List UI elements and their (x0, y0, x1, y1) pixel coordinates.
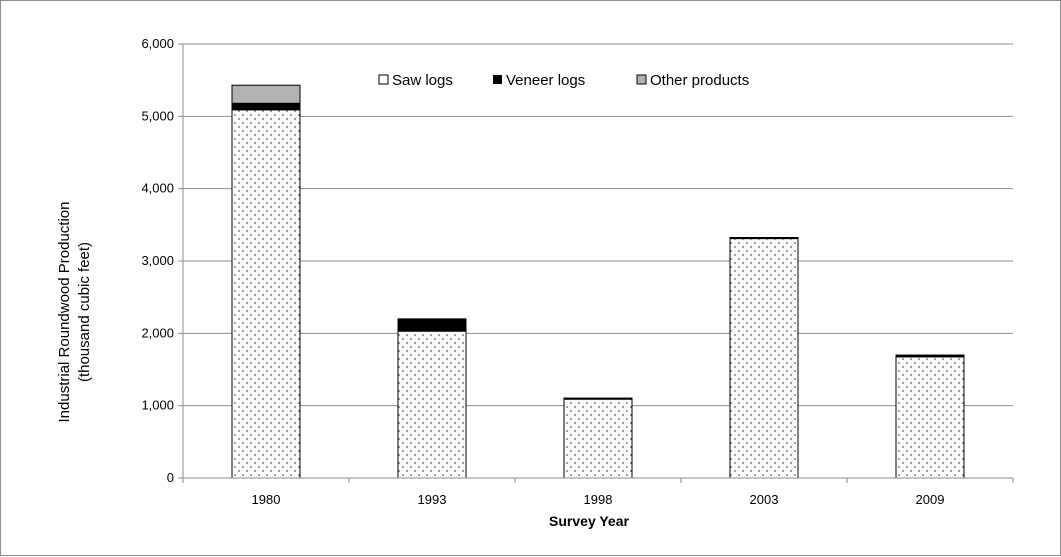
gridlines (183, 43, 1013, 407)
y-tick-label-5: 5,000 (141, 108, 174, 123)
x-tick-label-2003: 2003 (750, 492, 779, 507)
y-tick-label-0: 0 (167, 470, 174, 485)
bar-1980-other-products (231, 84, 301, 104)
x-tick-label-1998: 1998 (584, 492, 613, 507)
y-axis-title-line-2: (thousand cubic feet) (76, 242, 93, 382)
bar-1998-veneer-logs (563, 397, 633, 400)
y-axis-title: Industrial Roundwood Production (thousan… (56, 202, 93, 423)
bar-1998-saw-logs (563, 398, 633, 479)
bar-2009-veneer-logs (895, 354, 965, 358)
y-tick-label-2: 2,000 (141, 325, 174, 340)
bar-1980-veneer-logs (231, 102, 301, 111)
axes (178, 43, 1014, 483)
legend-label-other-products: Other products (650, 72, 749, 89)
legend-label-saw-logs: Saw logs (392, 72, 453, 89)
x-tick-label-2009: 2009 (916, 492, 945, 507)
legend: Saw logs Veneer logs Other products (378, 72, 749, 89)
legend-swatch-saw-logs (378, 74, 389, 85)
x-tick-label-1993: 1993 (418, 492, 447, 507)
bar-2009-saw-logs (895, 356, 965, 479)
bar-2003-saw-logs (729, 238, 799, 479)
y-tick-label-1: 1,000 (141, 398, 174, 413)
y-axis-title-line-1: Industrial Roundwood Production (56, 202, 73, 423)
x-axis-title: Survey Year (549, 513, 629, 529)
y-tick-label-3: 3,000 (141, 253, 174, 268)
y-tick-label-6: 6,000 (141, 36, 174, 51)
legend-swatch-other-products (636, 74, 647, 85)
legend-swatch-veneer-logs (493, 75, 502, 84)
bar-1993-veneer-logs (397, 318, 467, 332)
bar-1993-saw-logs (397, 330, 467, 479)
legend-label-veneer-logs: Veneer logs (506, 72, 585, 89)
bars (231, 84, 965, 479)
tick-labels: 0 1,000 2,000 3,000 4,000 5,000 6,000 1980 1993 1… (141, 36, 944, 507)
x-tick-label-1980: 1980 (252, 492, 281, 507)
bar-1980-saw-logs (231, 109, 301, 479)
y-tick-label-4: 4,000 (141, 181, 174, 196)
bar-2003-veneer-logs (729, 236, 799, 240)
